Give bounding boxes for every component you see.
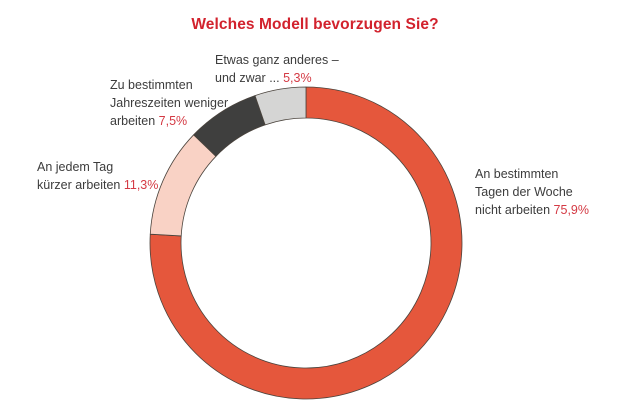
label-etwas-ganz-anderes: Etwas ganz anderes – und zwar ... 5,3% (215, 51, 339, 87)
label-text: arbeiten (110, 114, 156, 128)
percent-value: 7,5% (158, 114, 188, 128)
label-line: An jedem Tag (37, 160, 114, 174)
label-text: kürzer arbeiten (37, 178, 121, 192)
label-text: und zwar ... (215, 71, 280, 85)
label-line: Jahreszeiten weniger (110, 96, 229, 110)
percent-value: 5,3% (283, 71, 312, 85)
label-line: Tagen der Woche (475, 185, 573, 199)
donut-slice-1 (149, 86, 463, 400)
donut-slice-4 (254, 86, 307, 126)
label-line: Etwas ganz anderes – (215, 53, 339, 67)
label-text: nicht arbeiten (475, 203, 551, 217)
percent-value: 11,3% (123, 178, 159, 192)
label-line: An bestimmten (475, 167, 559, 181)
chart-title: Welches Modell bevorzugen Sie? (191, 16, 439, 33)
label-line: und zwar ... 5,3% (215, 69, 339, 87)
label-jeden-tag: An jedem Tag kürzer arbeiten 11,3% (37, 158, 158, 194)
label-line: nicht arbeiten 75,9% (475, 201, 589, 219)
label-jahreszeiten: Zu bestimmten Jahreszeiten weniger arbei… (110, 76, 228, 130)
label-line: Zu bestimmten (110, 78, 193, 92)
percent-value: 75,9% (553, 203, 589, 217)
donut-slice-2 (149, 134, 217, 237)
label-line: kürzer arbeiten 11,3% (37, 176, 158, 194)
label-line: arbeiten 7,5% (110, 112, 228, 130)
label-wochentage: An bestimmten Tagen der Woche nicht arbe… (475, 165, 589, 219)
